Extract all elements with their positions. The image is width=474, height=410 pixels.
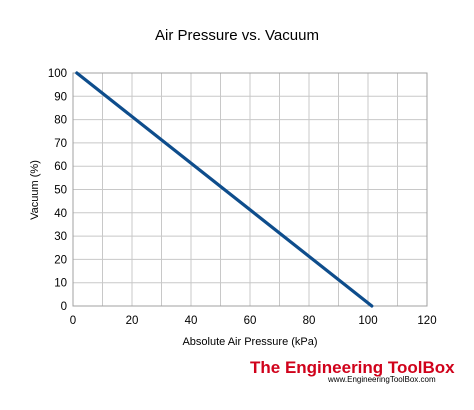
x-tick-label: 20 [126, 315, 139, 327]
series-line [75, 71, 374, 308]
chart-title: Air Pressure vs. Vacuum [155, 27, 319, 44]
y-tick-label: 40 [54, 208, 67, 220]
x-tick-label: 120 [417, 315, 436, 327]
y-tick-label: 50 [54, 185, 67, 197]
brand-name: The Engineering ToolBox [250, 358, 455, 377]
y-tick-label: 80 [54, 115, 67, 127]
y-tick-label: 0 [61, 301, 67, 313]
x-axis-label: Absolute Air Pressure (kPa) [182, 336, 317, 348]
plot-series [75, 71, 374, 308]
y-tick-label: 100 [48, 68, 67, 80]
brand-url: www.EngineeringToolBox.com [327, 375, 436, 384]
brand-logo: The Engineering ToolBox www.EngineeringT… [250, 358, 455, 384]
y-tick-label: 70 [54, 138, 67, 150]
x-tick-label: 0 [70, 315, 76, 327]
tick-labels: 0 10 20 30 40 50 60 70 80 90 100 0 20 40 60 80 100 120 [48, 68, 437, 327]
y-tick-label: 90 [54, 91, 67, 103]
y-tick-label: 60 [54, 161, 67, 173]
plot-frame [72, 72, 428, 307]
x-tick-label: 60 [244, 315, 257, 327]
y-tick-label: 30 [54, 231, 67, 243]
y-axis-label: Vacuum (%) [29, 160, 41, 220]
x-tick-label: 100 [358, 315, 377, 327]
x-tick-label: 80 [303, 315, 316, 327]
y-tick-label: 10 [54, 278, 67, 290]
x-tick-label: 40 [185, 315, 198, 327]
y-tick-label: 20 [54, 254, 67, 266]
grid [72, 72, 428, 307]
